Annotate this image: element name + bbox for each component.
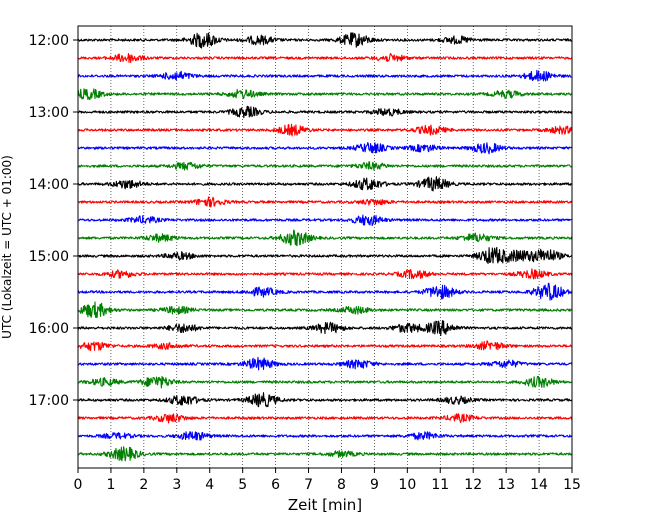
seismic-trace <box>77 88 573 101</box>
x-tick-label: 5 <box>238 477 247 493</box>
y-tick-label: 16:00 <box>29 321 69 337</box>
x-tick-label: 9 <box>370 477 379 493</box>
seismic-trace <box>77 123 573 137</box>
x-tick-label: 7 <box>304 477 313 493</box>
x-tick-label: 1 <box>106 477 115 493</box>
seismic-trace <box>77 301 573 319</box>
seismic-trace <box>77 214 573 227</box>
seismic-trace <box>77 176 573 192</box>
x-axis-ticks: 0 1 2 3 4 5 6 7 8 9 10 11 12 13 14 15 <box>74 468 581 493</box>
plot-frame <box>77 25 573 469</box>
x-tick-label: 6 <box>271 477 280 493</box>
x-tick-label: 12 <box>464 477 482 493</box>
x-tick-label: 10 <box>398 477 416 493</box>
x-tick-label: 13 <box>497 477 515 493</box>
y-tick-label: 12:00 <box>29 33 69 49</box>
y-tick-label: 13:00 <box>29 105 69 121</box>
seismic-trace <box>77 196 573 208</box>
y-tick-label: 17:00 <box>29 393 69 409</box>
seismic-trace <box>77 69 573 82</box>
x-tick-label: 3 <box>172 477 181 493</box>
seismic-trace <box>77 105 573 119</box>
seismic-trace <box>77 392 573 408</box>
seismic-trace <box>77 32 573 49</box>
seismic-trace <box>77 375 573 389</box>
seismic-trace <box>77 282 573 301</box>
y-axis-label: UTC (Lokalzeit = UTC + 01:00) <box>0 155 14 339</box>
seismic-trace <box>77 161 573 171</box>
y-tick-label: 14:00 <box>29 177 69 193</box>
seismic-trace <box>77 340 573 352</box>
x-tick-label: 4 <box>205 477 214 493</box>
x-tick-label: 14 <box>530 477 548 493</box>
seismic-trace <box>77 142 573 155</box>
x-tick-label: 0 <box>74 477 83 493</box>
seismic-traces <box>77 32 573 462</box>
x-tick-label: 15 <box>563 477 581 493</box>
x-axis-label: Zeit [min] <box>288 496 362 514</box>
seismic-trace <box>77 229 573 247</box>
seismic-trace <box>77 446 573 462</box>
seismic-trace <box>77 268 573 280</box>
seismic-trace <box>77 53 573 63</box>
y-axis-ticks: 12:00 13:00 14:00 15:00 16:00 17:00 <box>29 33 78 409</box>
seismic-trace <box>77 320 573 336</box>
seismic-trace <box>77 431 573 441</box>
x-tick-label: 8 <box>337 477 346 493</box>
x-tick-label: 2 <box>139 477 148 493</box>
x-tick-label: 11 <box>431 477 449 493</box>
seismic-trace <box>77 356 573 371</box>
seismic-trace <box>77 246 573 265</box>
seismic-trace <box>77 413 573 424</box>
y-tick-label: 15:00 <box>29 249 69 265</box>
